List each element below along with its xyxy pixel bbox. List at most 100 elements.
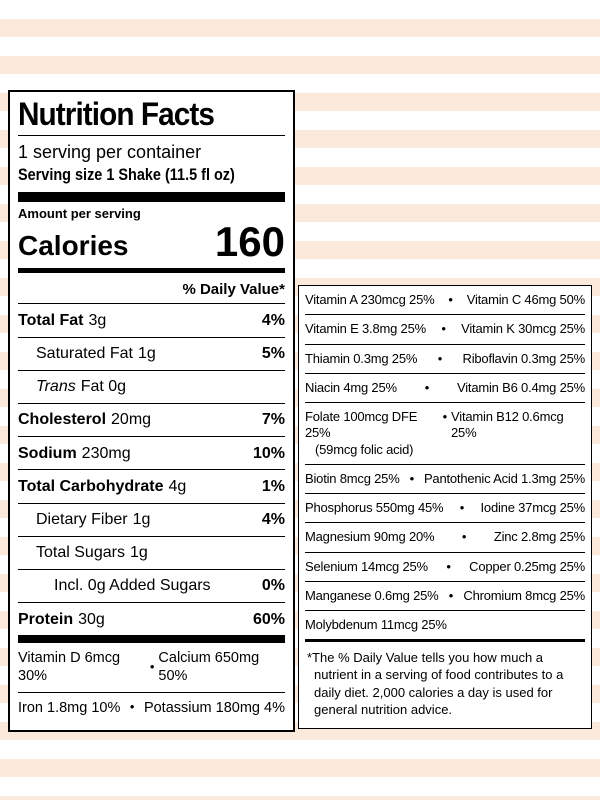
bullet-separator: • xyxy=(448,587,454,603)
vitamin-left: Manganese 0.6mg 25% xyxy=(305,587,439,603)
title-block: Nutrition Facts xyxy=(18,96,285,137)
medium-rule xyxy=(18,268,285,274)
vitamin-left-subnote: (59mcg folic acid) xyxy=(315,441,414,457)
nutrient-row-trans-fat: Trans Fat 0g xyxy=(18,369,285,403)
nutrient-name: Total Sugars xyxy=(36,544,125,562)
vitamin-row: Vitamin A 230mcg 25% • Vitamin C 46mg 50… xyxy=(305,286,585,316)
vitamin-left: Niacin 4mg 25% xyxy=(305,379,397,395)
vitamin-left: Folate 100mcg DFE 25% xyxy=(305,409,418,441)
bullet-separator: • xyxy=(461,529,467,545)
vitamin-left: Phosphorus 550mg 45% xyxy=(305,500,444,515)
nutrient-dv: 5% xyxy=(261,345,285,363)
micronutrient-left: Vitamin D 6mcg 30% xyxy=(18,650,121,685)
bullet-separator: • xyxy=(441,321,446,337)
thick-rule xyxy=(18,635,285,644)
micronutrient-left: Iron 1.8mg 10% xyxy=(18,699,121,716)
bullet-separator: • xyxy=(442,409,448,424)
bullet-separator: • xyxy=(129,699,135,715)
daily-value-header: % Daily Value* xyxy=(182,281,285,299)
nutrient-row-total-carbohydrate: Total Carbohydrate 4g 1% xyxy=(18,469,285,502)
nutrient-name: Incl. 0g Added Sugars xyxy=(54,577,211,595)
vitamin-row: Phosphorus 550mg 45% • Iodine 37mcg 25% xyxy=(305,494,586,524)
vitamin-row: Magnesium 90mg 20% • Zinc 2.8mg 25% xyxy=(305,523,585,553)
vitamin-left: Magnesium 90mg 20% xyxy=(305,529,435,545)
vitamin-row-folate: Folate 100mcg DFE 25% (59mcg folic acid)… xyxy=(305,403,585,465)
nutrient-name-amount: Total Carbohydrate 4g xyxy=(18,477,186,496)
nutrient-name-amount: Sodium 230mg xyxy=(18,444,131,463)
nutrient-dv: 0% xyxy=(261,577,285,595)
vitamin-right: Iodine 37mcg 25% xyxy=(480,500,586,515)
bullet-separator: • xyxy=(446,558,451,574)
nutrition-facts-title: Nutrition Facts xyxy=(18,96,215,132)
vitamin-row: Niacin 4mg 25% • Vitamin B6 0.4mg 25% xyxy=(305,374,585,403)
nutrient-name: Protein xyxy=(18,610,74,628)
vitamin-left: Thiamin 0.3mg 25% xyxy=(305,350,418,366)
nutrient-dv: 1% xyxy=(261,477,285,495)
nutrient-name-amount: Dietary Fiber 1g xyxy=(18,510,150,529)
nutrient-dv: 10% xyxy=(252,444,285,462)
vitamin-left: Vitamin A 230mcg 25% xyxy=(305,292,435,307)
vitamin-right: Vitamin B12 0.6mcg 25% xyxy=(451,409,564,441)
nutrient-dv: 7% xyxy=(261,411,285,429)
nutrient-name-amount: Cholesterol 20mg xyxy=(18,410,151,429)
nutrient-row-cholesterol: Cholesterol 20mg 7% xyxy=(18,402,285,436)
micronutrient-right: Calcium 650mg 50% xyxy=(158,650,260,685)
vitamin-left: Biotin 8mcg 25% xyxy=(305,470,400,486)
vitamin-left-group: Folate 100mcg DFE 25% (59mcg folic acid) xyxy=(305,409,439,458)
nutrient-row-added-sugars: Incl. 0g Added Sugars 0% xyxy=(18,568,285,602)
nutrient-name-amount: Saturated Fat 1g xyxy=(18,344,156,363)
vitamin-left: Vitamin E 3.8mg 25% xyxy=(305,321,426,337)
vitamin-right: Zinc 2.8mg 25% xyxy=(493,529,585,545)
nutrient-amount: 1g xyxy=(129,544,148,562)
vitamin-right: Chromium 8mcg 25% xyxy=(463,587,585,603)
micronutrient-row: Iron 1.8mg 10% • Potassium 180mg 4% xyxy=(18,691,285,723)
vitamin-row: Manganese 0.6mg 25% • Chromium 8mcg 25% xyxy=(305,582,585,611)
nutrient-name-italic: Trans xyxy=(36,378,76,396)
amount-per-serving-label: Amount per serving xyxy=(18,206,141,222)
nutrient-dv: 60% xyxy=(252,610,285,628)
nutrient-amount: 4g xyxy=(168,477,187,495)
nutrient-amount: 1g xyxy=(132,511,151,528)
bullet-separator: • xyxy=(448,292,453,307)
vitamin-right: Pantothenic Acid 1.3mg 25% xyxy=(423,470,585,486)
nutrient-row-sodium: Sodium 230mg 10% xyxy=(18,436,285,469)
nutrient-dv: 4% xyxy=(261,311,285,329)
micronutrient-row: Vitamin D 6mcg 30% • Calcium 650mg 50% xyxy=(18,643,285,691)
servings-per-container: 1 serving per container xyxy=(18,142,202,163)
nutrient-name-amount: Trans Fat 0g xyxy=(18,377,126,396)
bullet-separator: • xyxy=(409,470,415,486)
bullet-separator: • xyxy=(149,659,155,675)
bullet-separator: • xyxy=(424,379,430,395)
nutrient-name: Cholesterol xyxy=(18,411,107,429)
bullet-separator: • xyxy=(459,500,465,515)
nutrient-name: Total Carbohydrate xyxy=(18,477,164,495)
vitamin-right: Vitamin B6 0.4mg 25% xyxy=(457,379,585,395)
nutrient-amount: 230mg xyxy=(81,444,131,462)
nutrient-amount: 1g xyxy=(137,345,156,363)
calories-label: Calories xyxy=(18,230,129,262)
vitamin-right: Copper 0.25mg 25% xyxy=(469,558,585,574)
vitamin-row: Thiamin 0.3mg 25% • Riboflavin 0.3mg 25% xyxy=(305,345,585,374)
nutrient-name-amount: Incl. 0g Added Sugars xyxy=(18,576,211,595)
vitamin-left: Selenium 14mcg 25% xyxy=(305,558,428,574)
nutrient-amount: 20mg xyxy=(111,411,152,429)
vitamin-row-molybdenum: Molybdenum 11mcg 25% xyxy=(305,611,585,643)
vitamin-row: Vitamin E 3.8mg 25% • Vitamin K 30mcg 25… xyxy=(305,315,585,345)
micronutrient-right: Potassium 180mg 4% xyxy=(143,699,285,716)
calories-value: 160 xyxy=(214,218,285,266)
nutrient-name-amount: Protein 30g xyxy=(18,610,105,629)
nutrient-name: Saturated Fat xyxy=(36,345,133,363)
calories-row: Calories 160 xyxy=(18,221,285,266)
nutrient-dv: 4% xyxy=(261,511,285,528)
nutrient-row-total-sugars: Total Sugars 1g xyxy=(18,535,285,569)
nutrient-amount: Fat 0g xyxy=(80,378,127,396)
nutrient-name: Sodium xyxy=(18,444,77,462)
nutrient-name-amount: Total Fat 3g xyxy=(18,311,106,330)
nutrient-row-dietary-fiber: Dietary Fiber 1g 4% xyxy=(18,502,285,536)
vitamins-panel: Vitamin A 230mcg 25% • Vitamin C 46mg 50… xyxy=(298,285,592,729)
vitamin-right: Riboflavin 0.3mg 25% xyxy=(462,350,586,366)
serving-size: Serving size 1 Shake (11.5 fl oz) xyxy=(18,165,235,185)
nutrient-name: Dietary Fiber xyxy=(36,511,128,528)
nutrition-facts-panel: Nutrition Facts 1 serving per container … xyxy=(8,90,295,732)
nutrient-amount: 3g xyxy=(88,311,107,329)
